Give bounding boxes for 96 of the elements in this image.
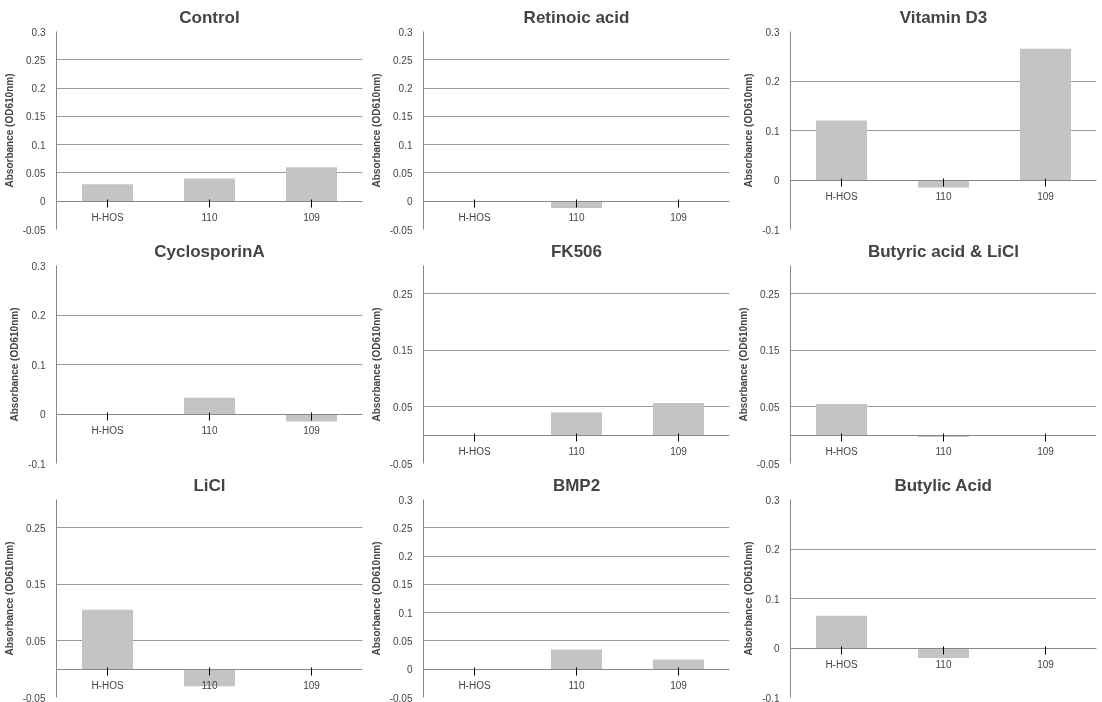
x-tick-label: H-HOS (458, 446, 491, 458)
y-tick-label: 0.05 (393, 167, 413, 179)
x-tick-label: H-HOS (458, 212, 491, 224)
chart-title: CyclosporinA (154, 241, 265, 261)
y-tick-label: -0.1 (28, 458, 46, 470)
x-tick-label: 110 (568, 212, 585, 224)
chart-title: Retinoic acid (523, 7, 630, 27)
y-tick-label: 0.05 (393, 635, 413, 647)
x-tick-label: H-HOS (825, 446, 858, 458)
y-tick-label: 0.1 (31, 359, 46, 371)
y-tick-label: -0.1 (762, 224, 780, 236)
y-axis-title: Absorbance (OD610nm) (743, 73, 755, 188)
y-tick-label: 0.15 (760, 345, 780, 357)
y-tick-label: 0.1 (31, 139, 46, 151)
y-axis-title: Absorbance (OD610nm) (370, 73, 382, 188)
x-tick-label: 110 (935, 191, 952, 202)
y-tick-label: 0.25 (26, 54, 46, 66)
y-tick-label: 0.05 (760, 401, 780, 413)
y-axis-title: Absorbance (OD610nm) (3, 73, 15, 188)
y-tick-label: 0.2 (765, 76, 780, 87)
chart-title: BMP2 (552, 475, 601, 495)
x-tick-label: 109 (670, 680, 688, 692)
x-tick-label: 109 (303, 212, 321, 224)
y-tick-label: 0.2 (31, 310, 46, 321)
y-tick-label: 0.15 (26, 111, 46, 123)
y-tick-label: 0 (773, 175, 780, 186)
y-tick-label: 0.1 (398, 607, 413, 619)
y-axis-title: Absorbance (OD610nm) (743, 541, 755, 656)
x-tick-label: 110 (568, 446, 585, 458)
y-tick-label: 0.2 (765, 544, 780, 555)
y-tick-label: 0.3 (398, 26, 413, 38)
x-tick-label: H-HOS (91, 425, 124, 436)
y-tick-label: 0.25 (393, 54, 413, 66)
y-tick-label: 0.2 (31, 83, 46, 95)
y-tick-label: 0.1 (398, 139, 413, 151)
x-tick-label: 109 (1037, 191, 1055, 202)
x-tick-label: 109 (303, 425, 321, 436)
x-tick-label: 109 (1037, 446, 1055, 458)
y-tick-label: 0.15 (393, 345, 413, 357)
y-tick-label: 0.15 (26, 579, 46, 591)
y-tick-label: 0.05 (393, 401, 413, 413)
y-tick-label: -0.05 (389, 458, 413, 470)
y-tick-label: 0.05 (26, 635, 46, 647)
y-tick-label: 0.1 (765, 125, 780, 137)
x-tick-label: H-HOS (458, 680, 491, 692)
x-tick-label: 109 (1037, 659, 1055, 670)
y-axis-title: Absorbance (OD610nm) (370, 541, 382, 656)
x-tick-label: 110 (935, 659, 952, 670)
y-tick-label: 0.25 (393, 288, 413, 300)
y-tick-label: 0 (39, 409, 46, 420)
x-tick-label: 110 (568, 680, 585, 692)
y-axis-title: Absorbance (OD610nm) (3, 541, 15, 656)
chart-title: FK506 (550, 241, 603, 261)
y-tick-label: -0.05 (389, 224, 413, 236)
y-tick-label: -0.05 (756, 458, 780, 470)
x-tick-label: H-HOS (825, 659, 858, 670)
y-tick-label: 0.15 (393, 579, 413, 591)
y-tick-label: 0.15 (393, 111, 413, 123)
x-tick-label: H-HOS (825, 191, 858, 202)
y-axis-title: Absorbance (OD610nm) (370, 307, 382, 422)
y-tick-label: 0.1 (765, 593, 780, 605)
x-tick-label: 110 (201, 680, 218, 692)
y-tick-label: 0 (773, 643, 780, 654)
y-tick-label: 0.05 (26, 167, 46, 179)
y-tick-label: 0.25 (760, 288, 780, 300)
y-tick-label: 0.3 (765, 26, 780, 38)
x-tick-label: H-HOS (91, 212, 124, 224)
y-tick-label: -0.1 (762, 692, 780, 702)
y-axis-title: Absorbance (OD610nm) (737, 307, 749, 422)
y-tick-label: -0.05 (389, 692, 413, 702)
y-tick-label: 0.25 (393, 522, 413, 534)
y-tick-label: 0.25 (26, 522, 46, 534)
y-tick-label: 0.3 (31, 260, 46, 272)
x-tick-label: 110 (201, 425, 218, 436)
x-tick-label: 109 (303, 680, 321, 692)
chart-title: Control (179, 7, 240, 27)
y-tick-label: -0.05 (22, 692, 46, 702)
y-tick-label: 0.3 (765, 494, 780, 506)
y-tick-label: -0.05 (22, 224, 46, 236)
chart-title: Butyric acid & LiCl (867, 241, 1020, 261)
y-tick-label: 0.3 (398, 494, 413, 506)
chart-title: Butylic Acid (894, 475, 992, 495)
y-tick-label: 0.3 (31, 26, 46, 38)
x-tick-label: 109 (670, 446, 688, 458)
chart-title: LiCl (193, 475, 226, 495)
y-tick-label: 0.2 (398, 83, 413, 95)
x-tick-label: H-HOS (91, 680, 124, 692)
x-tick-label: 110 (201, 212, 218, 224)
x-tick-label: 110 (935, 446, 952, 458)
x-tick-label: 109 (670, 212, 688, 224)
chart-title: Vitamin D3 (899, 7, 988, 27)
y-tick-label: 0.2 (398, 551, 413, 563)
y-tick-label: 0 (406, 664, 413, 676)
y-axis-title: Absorbance (OD610nm) (9, 307, 21, 422)
y-tick-label: 0 (39, 196, 46, 208)
y-tick-label: 0 (406, 196, 413, 208)
